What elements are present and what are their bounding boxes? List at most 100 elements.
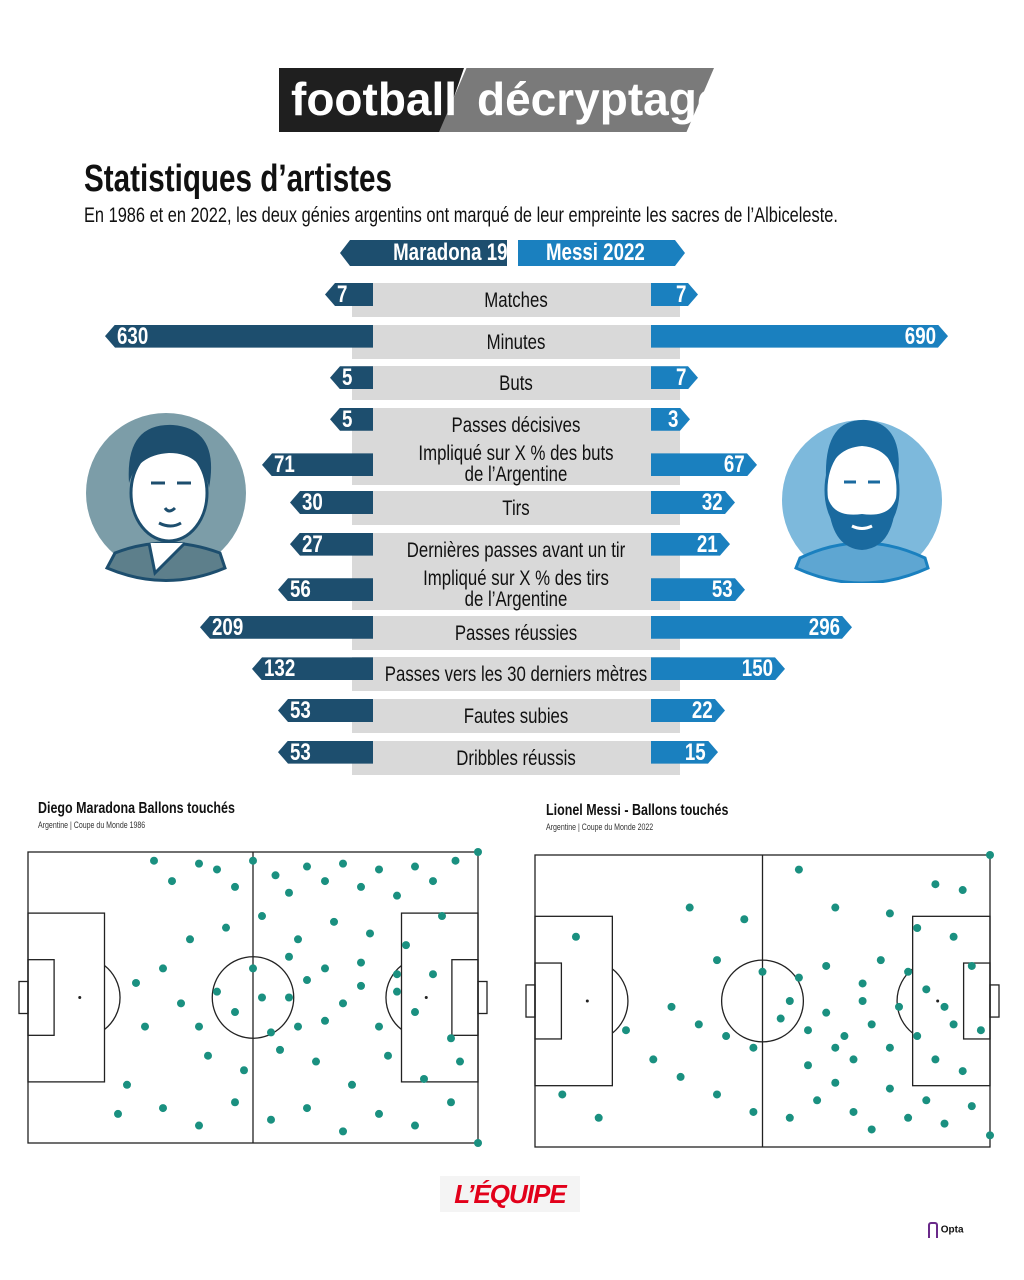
touch-point — [384, 1051, 392, 1060]
bar-maradona: 5 — [330, 364, 373, 392]
value-label: 690 — [904, 322, 936, 350]
value-label: 53 — [712, 576, 733, 604]
touch-point — [213, 987, 221, 996]
touch-point — [813, 1096, 822, 1105]
touch-point — [931, 880, 940, 889]
touch-point — [411, 1121, 419, 1130]
bar-messi: 22 — [651, 699, 725, 722]
touch-point — [231, 882, 239, 891]
touch-point — [895, 1002, 903, 1011]
maradona-pitch-subtitle: Argentine | Coupe du Monde 1986 — [38, 820, 146, 830]
touch-point — [231, 1008, 239, 1017]
touch-point — [375, 865, 383, 874]
touch-point — [447, 1098, 455, 1107]
value-label: 296 — [808, 613, 840, 641]
touch-point — [357, 882, 365, 891]
penalty-box — [534, 915, 613, 1087]
touch-point — [594, 1113, 603, 1122]
touch-point — [411, 1008, 419, 1017]
touch-point — [958, 1067, 967, 1076]
category-label: Passes vers les 30 derniers mètres — [384, 663, 648, 687]
value-label: 27 — [302, 530, 323, 558]
touch-point — [558, 1090, 567, 1099]
penalty-box — [27, 912, 106, 1083]
goal — [989, 984, 1000, 1018]
touch-point — [456, 1057, 464, 1066]
penalty-spot — [78, 996, 82, 999]
penalty-arc — [611, 968, 629, 1034]
value-label: 53 — [290, 738, 311, 766]
touch-point — [357, 958, 365, 967]
touch-point — [885, 1084, 894, 1093]
messi-portrait — [782, 419, 942, 583]
touch-point — [429, 877, 437, 886]
touch-point — [785, 1113, 794, 1122]
category-band — [352, 740, 680, 775]
category-label: Passes décisives — [451, 413, 581, 437]
touch-point — [713, 956, 721, 965]
touch-point — [231, 1098, 239, 1107]
touch-point — [294, 935, 302, 944]
touch-point — [831, 1078, 840, 1087]
touch-point — [271, 871, 280, 880]
value-label: 132 — [264, 655, 296, 683]
touch-point — [420, 1074, 428, 1083]
touch-point — [159, 964, 167, 973]
penalty-box — [400, 912, 479, 1083]
bar-messi: 15 — [651, 741, 718, 764]
touch-point — [366, 929, 374, 938]
touch-point — [213, 865, 221, 874]
touch-point — [804, 1026, 812, 1035]
penalty-arc — [104, 964, 121, 1031]
touch-point — [339, 859, 347, 868]
value-label: 21 — [697, 530, 718, 558]
touch-point — [357, 981, 365, 990]
value-label: 7 — [337, 281, 348, 308]
messi-pitch-title: Lionel Messi - Ballons touchés — [546, 802, 729, 819]
value-label: 209 — [212, 613, 244, 641]
value-label: 7 — [675, 364, 686, 392]
value-label: 71 — [274, 451, 295, 479]
category-band — [352, 366, 680, 401]
touch-point — [940, 1002, 949, 1011]
category-band — [352, 324, 680, 359]
touch-point — [986, 851, 994, 859]
touch-point — [177, 999, 185, 1008]
bar-maradona: 5 — [330, 407, 373, 431]
value-label: 15 — [685, 738, 706, 766]
touch-point — [858, 997, 867, 1005]
category-label: Fautes subies — [463, 705, 569, 728]
touch-point — [276, 1045, 284, 1054]
touch-point — [749, 1107, 758, 1116]
touch-point — [474, 1139, 482, 1147]
touch-point — [402, 941, 410, 950]
touch-point — [195, 859, 203, 868]
touch-point — [913, 1032, 922, 1041]
goal-area — [451, 959, 479, 1036]
touch-point — [330, 917, 338, 926]
touch-point — [294, 1022, 302, 1031]
touch-point — [785, 997, 794, 1005]
touch-point — [114, 1109, 122, 1118]
bar-messi: 150 — [651, 657, 785, 680]
touch-point — [831, 903, 840, 912]
touch-point — [321, 1016, 329, 1025]
category-band — [352, 615, 680, 650]
bar-messi: 690 — [651, 325, 948, 348]
touch-point — [794, 865, 803, 874]
legend-messi: Messi 2022 — [518, 240, 685, 266]
value-label: 67 — [724, 451, 745, 479]
category-band — [352, 283, 680, 317]
opta-logo: Opta — [928, 1222, 964, 1238]
maradona-portrait — [86, 413, 246, 582]
value-label: 5 — [342, 364, 353, 392]
bar-maradona: 53 — [278, 738, 373, 766]
touch-point — [876, 956, 885, 965]
touch-point — [168, 877, 176, 886]
touch-point — [258, 993, 266, 1002]
penalty-box — [911, 915, 991, 1087]
touch-point — [303, 862, 311, 871]
touch-point — [913, 924, 922, 932]
touch-point — [958, 886, 967, 895]
category-label: Impliqué sur X % des buts de l’Argentine — [418, 442, 614, 487]
